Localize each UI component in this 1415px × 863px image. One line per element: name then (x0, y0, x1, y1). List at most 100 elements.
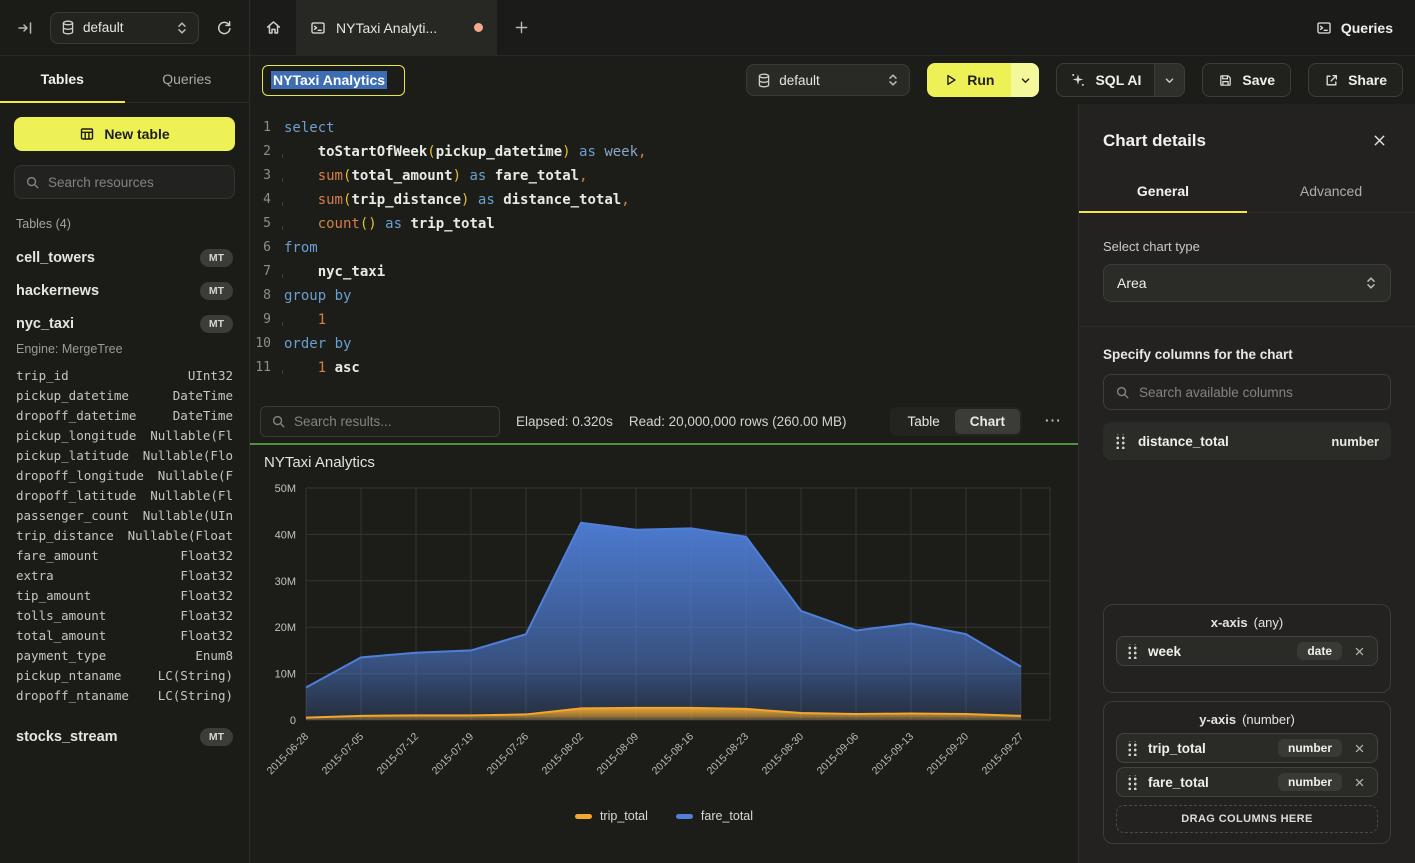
legend-item-fare_total[interactable]: fare_total (675, 809, 754, 823)
sql-editor[interactable]: 1 select 2 toStartOfWeek(pickup_datetime) a… (250, 104, 1078, 399)
database-icon (759, 73, 770, 87)
chevron-down-icon (1166, 77, 1174, 83)
drag-handle-icon[interactable] (1127, 774, 1138, 790)
table-row-nyc-taxi[interactable]: nyc_taxi MT (0, 307, 249, 340)
collapse-sidebar-button[interactable] (13, 16, 37, 40)
sidebar-tab-queries[interactable]: Queries (162, 71, 212, 87)
save-button[interactable]: Save (1202, 63, 1292, 97)
sidebar-tab-tables[interactable]: Tables (0, 56, 125, 103)
svg-text:2015-08-16: 2015-08-16 (650, 731, 697, 778)
results-search (260, 405, 500, 437)
table-column-row[interactable]: total_amount Float32 (16, 628, 233, 643)
sql-ai-button[interactable]: SQL AI (1057, 64, 1154, 96)
legend-label: fare_total (700, 809, 754, 823)
svg-text:2015-07-12: 2015-07-12 (375, 731, 422, 778)
plus-icon (515, 21, 527, 34)
y-axis-item-trip-total[interactable]: trip_total number (1116, 733, 1378, 763)
x-axis-item-week[interactable]: week date (1116, 636, 1378, 666)
legend-item-trip_total[interactable]: trip_total (574, 809, 648, 823)
table-column-row[interactable]: dropoff_ntaname LC(String) (16, 688, 233, 703)
panel-tab-general[interactable]: General (1079, 169, 1247, 213)
chart-legend: trip_total fare_total (250, 809, 1078, 823)
remove-column-button[interactable] (1352, 644, 1367, 659)
svg-text:2015-09-27: 2015-09-27 (980, 731, 1027, 778)
remove-column-button[interactable] (1352, 741, 1367, 756)
results-search-input[interactable] (294, 413, 489, 429)
sql-ai-options-button[interactable] (1154, 64, 1185, 96)
line-series-fare_total (305, 521, 1022, 689)
axes-config: x-axis (any) week date y-axis (number) (1103, 604, 1391, 844)
code-line: 4 sum(trip_distance) as distance_total, (263, 192, 630, 208)
drag-handle-icon[interactable] (1127, 643, 1138, 659)
query-title-input[interactable]: NYTaxi Analytics (262, 64, 405, 96)
run-options-button[interactable] (1011, 63, 1040, 97)
column-type-badge: number (1277, 773, 1342, 791)
columns-search-input[interactable] (1139, 384, 1379, 400)
svg-text:50M: 50M (275, 483, 296, 495)
close-panel-button[interactable] (1368, 129, 1391, 152)
query-tab-nytaxi-analytics[interactable]: NYTaxi Analyti... (296, 0, 497, 55)
table-column-row[interactable]: passenger_count Nullable(UIn (16, 508, 233, 523)
table-column-row[interactable]: dropoff_latitude Nullable(Fl (16, 488, 233, 503)
toolbar-database-selector[interactable]: default (746, 64, 911, 96)
table-column-row[interactable]: tolls_amount Float32 (16, 608, 233, 623)
remove-icon (1355, 778, 1364, 786)
new-table-button[interactable]: New table (14, 117, 235, 151)
refresh-button[interactable] (212, 16, 236, 40)
table-column-row[interactable]: dropoff_datetime DateTime (16, 408, 233, 423)
remove-icon (1355, 744, 1364, 752)
share-button[interactable]: Share (1308, 63, 1403, 97)
home-icon (266, 21, 280, 34)
home-button[interactable] (250, 0, 296, 55)
svg-text:2015-08-09: 2015-08-09 (595, 731, 642, 778)
sidebar-search-input[interactable] (48, 174, 224, 190)
panel-tab-advanced[interactable]: Advanced (1299, 182, 1363, 199)
svg-text:40M: 40M (275, 529, 296, 541)
database-selector[interactable]: default (50, 11, 199, 44)
area-series-trip_total (306, 707, 1021, 720)
sidebar: default Tables Queries New table Tables … (0, 0, 250, 863)
y-axis-label: y-axis (1199, 712, 1237, 727)
drag-handle-icon[interactable] (1127, 740, 1138, 756)
remove-column-button[interactable] (1352, 775, 1367, 790)
y-axis-item-fare-total[interactable]: fare_total number (1116, 767, 1378, 797)
table-row-cell-towers[interactable]: cell_towers MT (0, 241, 249, 274)
run-button-label: Run (967, 72, 995, 88)
table-column-row[interactable]: pickup_longitude Nullable(Fl (16, 428, 233, 443)
table-column-row[interactable]: tip_amount Float32 (16, 588, 233, 603)
drop-zone[interactable]: DRAG COLUMNS HERE (1116, 805, 1378, 833)
run-button[interactable]: Run (927, 63, 1012, 97)
queries-button[interactable]: Queries (1316, 0, 1393, 55)
chart-type-select[interactable]: Area (1103, 264, 1391, 302)
chart-type-label: Select chart type (1103, 239, 1200, 254)
drag-handle-icon[interactable] (1115, 433, 1126, 449)
search-icon (272, 415, 285, 427)
more-options-button[interactable]: ⋯ (1038, 409, 1068, 433)
available-column-distance-total[interactable]: distance_total number (1103, 422, 1391, 460)
table-row-hackernews[interactable]: hackernews MT (0, 274, 249, 307)
y-axis-tick-labels: 0 10M 20M 30M 40M 50M (275, 483, 296, 727)
table-column-row[interactable]: payment_type Enum8 (16, 648, 233, 663)
code-line: 6 from (263, 240, 318, 256)
new-tab-button[interactable] (497, 0, 545, 55)
svg-text:10M: 10M (275, 669, 296, 681)
panel-header: Chart details (1079, 104, 1415, 169)
refresh-icon (217, 20, 231, 34)
table-column-row[interactable]: pickup_datetime DateTime (16, 388, 233, 403)
table-column-row[interactable]: extra Float32 (16, 568, 233, 583)
table-column-row[interactable]: pickup_latitude Nullable(Flo (16, 448, 233, 463)
view-toggle-table[interactable]: Table (892, 409, 954, 434)
table-column-row[interactable]: trip_id UInt32 (16, 368, 233, 383)
svg-text:30M: 30M (275, 576, 296, 588)
table-column-row[interactable]: fare_amount Float32 (16, 548, 233, 563)
legend-swatch (675, 813, 693, 819)
table-row-stocks-stream[interactable]: stocks_stream MT (0, 720, 249, 753)
table-column-row[interactable]: dropoff_longitude Nullable(F (16, 468, 233, 483)
panel-title: Chart details (1103, 130, 1206, 150)
queries-button-label: Queries (1340, 19, 1393, 36)
table-column-row[interactable]: pickup_ntaname LC(String) (16, 668, 233, 683)
table-column-row[interactable]: trip_distance Nullable(Float (16, 528, 233, 543)
view-toggle-chart[interactable]: Chart (954, 408, 1020, 434)
